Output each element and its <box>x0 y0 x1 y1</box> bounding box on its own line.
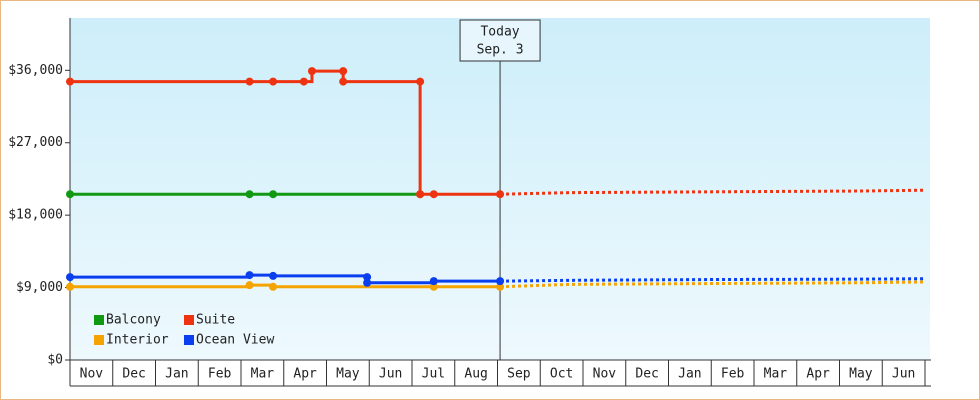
legend-swatch <box>184 315 194 325</box>
x-tick-label: Nov <box>593 367 617 382</box>
x-tick-label: Dec <box>122 367 145 382</box>
point <box>339 67 348 76</box>
today-box <box>459 19 541 62</box>
point <box>245 271 254 280</box>
x-tick-label: Jun <box>892 367 915 382</box>
legend-swatch <box>94 315 104 325</box>
point <box>66 282 74 291</box>
point <box>416 77 425 86</box>
x-tick-label: Aug <box>464 367 487 382</box>
point <box>496 277 505 286</box>
x-tick-label: Mar <box>764 367 788 382</box>
point <box>429 190 438 199</box>
x-tick-label: May <box>336 367 360 382</box>
legend-swatch <box>184 335 194 345</box>
x-tick-label: Jun <box>379 367 402 382</box>
x-tick-label: Oct <box>550 367 573 382</box>
point <box>496 190 505 199</box>
point <box>245 77 254 86</box>
today-label: Sep. 3 <box>477 43 524 58</box>
point <box>269 77 278 86</box>
point <box>66 273 74 282</box>
legend-label: Ocean View <box>196 333 274 348</box>
x-tick-label: Sep <box>507 367 531 382</box>
legend-label: Interior <box>106 333 169 348</box>
point <box>416 190 425 199</box>
x-tick-label: Nov <box>80 367 104 382</box>
point <box>496 282 505 291</box>
point <box>363 278 372 287</box>
legend-swatch <box>94 335 104 345</box>
x-tick-label: Apr <box>806 367 830 382</box>
x-tick-label: Mar <box>251 367 275 382</box>
legend-label: Balcony <box>106 313 161 328</box>
x-tick-label: Feb <box>721 367 745 382</box>
x-tick-label: Jan <box>678 367 701 382</box>
x-tick-label: Dec <box>635 367 658 382</box>
point <box>66 77 74 86</box>
legend-label: Suite <box>196 313 235 328</box>
x-tick-label: Feb <box>208 367 232 382</box>
y-tick-label: $9,000 <box>16 280 63 295</box>
x-tick-label: May <box>849 367 873 382</box>
y-tick-label: $0 <box>47 353 63 368</box>
forecast-line <box>500 188 926 196</box>
y-tick-label: $27,000 <box>8 135 63 150</box>
point <box>429 282 438 291</box>
point <box>269 190 278 199</box>
x-tick-label: Jul <box>422 367 445 382</box>
point <box>307 67 316 76</box>
point <box>245 190 254 199</box>
point <box>269 271 278 280</box>
point <box>245 281 254 290</box>
point <box>269 282 278 291</box>
y-tick-label: $18,000 <box>8 208 63 223</box>
today-label: Today <box>480 25 519 40</box>
point <box>339 77 348 86</box>
y-tick-label: $36,000 <box>8 63 63 78</box>
point <box>299 77 308 86</box>
forecast-line <box>500 277 926 283</box>
forecast-line <box>500 280 926 289</box>
x-tick-label: Jan <box>165 367 188 382</box>
point <box>429 277 438 286</box>
x-tick-label: Apr <box>293 367 317 382</box>
point <box>363 273 372 282</box>
point <box>66 190 74 199</box>
